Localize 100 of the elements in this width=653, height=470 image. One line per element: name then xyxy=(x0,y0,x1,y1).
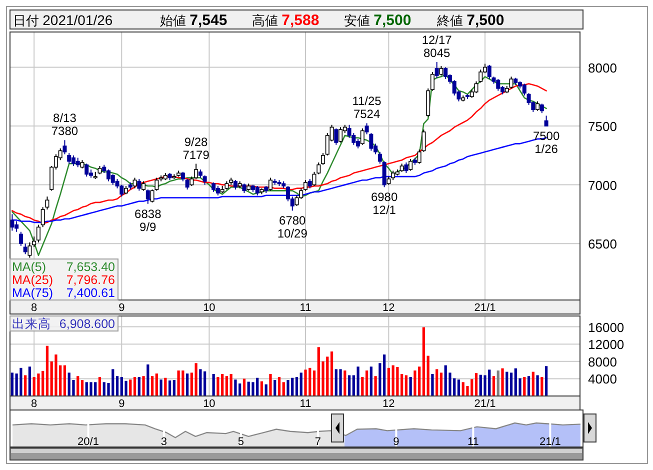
candlestick xyxy=(216,185,220,196)
candlestick xyxy=(268,177,272,192)
x-tick-label: 11 xyxy=(300,302,312,314)
bar xyxy=(150,376,154,396)
candlestick xyxy=(408,158,413,172)
bar xyxy=(492,376,496,396)
candlestick xyxy=(233,180,238,190)
bar xyxy=(124,380,128,396)
candlestick xyxy=(378,151,382,164)
bar xyxy=(496,370,500,396)
annotation: 8/13 7380 xyxy=(51,111,78,138)
bar xyxy=(80,380,84,396)
bar xyxy=(356,366,360,396)
bar xyxy=(20,368,22,396)
bar xyxy=(242,378,246,396)
bar xyxy=(260,381,264,396)
bar xyxy=(142,376,145,396)
bar xyxy=(278,376,281,396)
x-tick-label: 8 xyxy=(31,398,38,410)
bar xyxy=(252,382,254,396)
bar xyxy=(378,363,382,396)
bar xyxy=(138,376,140,396)
bar xyxy=(133,376,136,396)
candlestick xyxy=(84,163,89,178)
bar xyxy=(527,376,530,396)
bar xyxy=(46,346,49,396)
candlestick xyxy=(391,170,396,181)
bar xyxy=(404,375,408,396)
bar xyxy=(76,376,80,396)
candlestick xyxy=(334,128,338,146)
annotation: 6780 10/29 xyxy=(277,214,308,241)
candlestick xyxy=(439,66,444,76)
x-tick-label: 21/1 xyxy=(539,436,561,448)
candlestick xyxy=(62,140,67,155)
x-tick-label: 3 xyxy=(160,436,168,448)
bar xyxy=(510,372,513,396)
bar xyxy=(155,374,158,396)
candlestick xyxy=(10,214,14,232)
text: 安値 7,500 xyxy=(344,12,412,29)
bar xyxy=(295,376,298,396)
candlestick xyxy=(404,162,408,174)
x-tick-label: 8 xyxy=(31,302,38,314)
candlestick xyxy=(430,71,434,92)
candlestick xyxy=(202,174,207,186)
bar xyxy=(365,370,368,396)
candlestick xyxy=(142,180,146,192)
text: MA(5) 7,653.40 xyxy=(12,260,115,274)
bar xyxy=(440,372,443,396)
text: MA(25) 7,796.76 xyxy=(12,273,116,287)
bar xyxy=(436,369,438,396)
candlestick xyxy=(444,66,448,80)
candlestick xyxy=(190,176,194,186)
bar xyxy=(282,382,285,396)
text: 終値 7,500 xyxy=(436,12,504,29)
candlestick xyxy=(308,178,312,189)
bar xyxy=(177,370,180,396)
y-tick-label: 7500 xyxy=(588,119,617,134)
candlestick xyxy=(28,242,32,258)
candlestick xyxy=(338,126,343,143)
candlestick xyxy=(212,182,216,192)
bar xyxy=(312,370,316,396)
bar xyxy=(212,374,215,396)
bar xyxy=(523,376,526,396)
bar xyxy=(199,369,202,396)
x-tick-label: 11 xyxy=(467,436,479,448)
bar xyxy=(426,356,430,396)
bar xyxy=(98,376,102,396)
bar xyxy=(396,367,399,396)
y-tick-label: 4000 xyxy=(588,372,617,387)
bar xyxy=(536,375,539,396)
bar xyxy=(361,376,364,396)
x-tick-label: 21/1 xyxy=(474,302,496,314)
candlestick xyxy=(304,180,308,192)
candlestick xyxy=(32,236,36,248)
bar xyxy=(532,372,534,396)
bar xyxy=(28,366,32,396)
annotation: 6980 12/1 xyxy=(370,190,398,218)
bar xyxy=(90,382,92,396)
candlestick xyxy=(137,178,142,192)
y-tick-label: 16000 xyxy=(588,320,624,335)
x-tick-label: 7 xyxy=(314,436,322,448)
bar xyxy=(172,380,176,396)
candlestick xyxy=(544,115,548,127)
annotation: 6838 9/9 xyxy=(134,206,162,234)
y-tick-label: 8000 xyxy=(588,60,617,76)
bar xyxy=(422,327,426,396)
bar xyxy=(431,374,434,396)
candlestick xyxy=(194,163,198,180)
x-tick-label: 20/1 xyxy=(78,436,99,448)
text: 高値 7,588 xyxy=(252,12,320,29)
x-tick-label: 5 xyxy=(238,436,244,448)
bar xyxy=(344,370,346,396)
candlestick xyxy=(360,128,364,146)
candlestick xyxy=(67,152,72,164)
annotation: 7500 1/26 xyxy=(532,129,560,156)
x-tick-label: 9 xyxy=(118,398,125,410)
candlestick xyxy=(536,100,540,112)
bar xyxy=(230,374,232,396)
candlestick xyxy=(23,243,28,255)
bar xyxy=(54,354,58,396)
